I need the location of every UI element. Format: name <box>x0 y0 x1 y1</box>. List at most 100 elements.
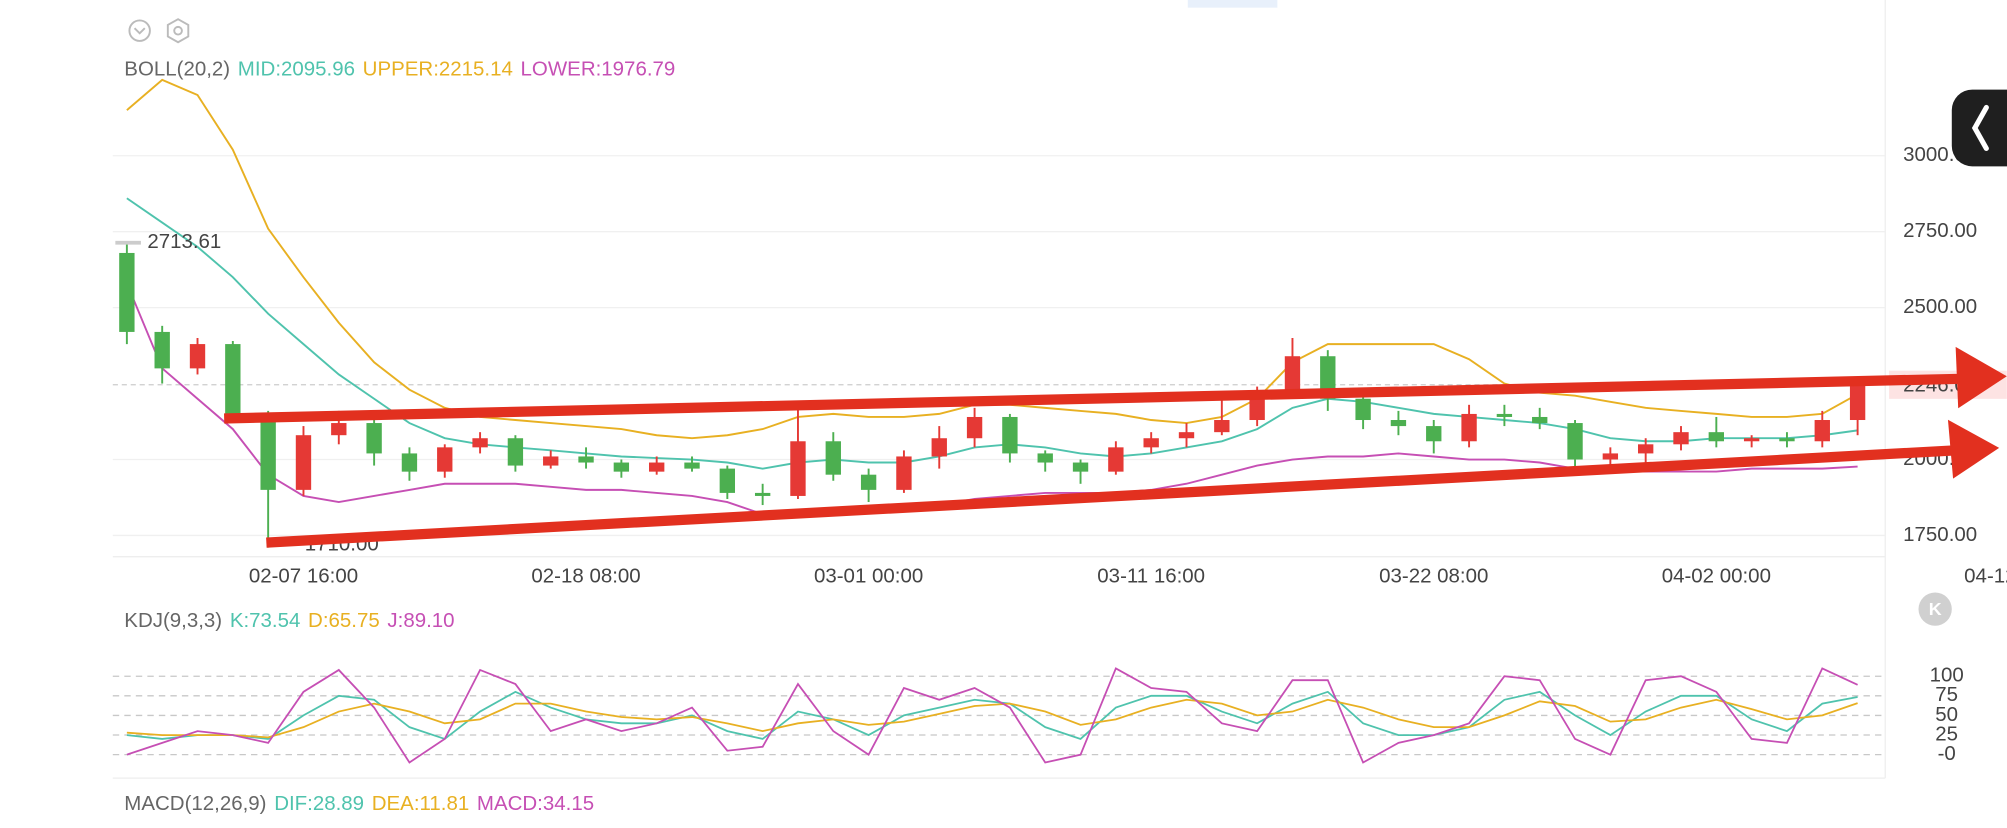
candle-body <box>1708 432 1725 442</box>
candle-body <box>966 416 983 439</box>
candle-body <box>1743 438 1760 442</box>
y-tick-label: 2500.00 <box>1903 295 1977 318</box>
candle-body <box>1143 438 1159 448</box>
annotation-arrow <box>266 445 1954 548</box>
candle-body <box>684 462 700 469</box>
candle-body <box>825 441 841 475</box>
candle-body <box>189 344 206 369</box>
candle-body <box>119 252 135 332</box>
candle-body <box>331 423 347 436</box>
candle-body <box>860 474 877 490</box>
candle-body <box>1779 438 1795 442</box>
candle-body <box>1072 462 1089 472</box>
indicator-legend: KDJ(9,3,3) K:73.54 D:65.75 J:89.10 <box>124 609 454 632</box>
legend-entry: K:73.54 <box>230 609 301 632</box>
candle-body <box>1426 426 1442 442</box>
candle-body <box>1178 432 1195 439</box>
candle-body <box>613 462 630 472</box>
candle-body <box>543 456 559 466</box>
k-button[interactable]: K <box>1918 592 1952 626</box>
candle-body <box>1814 420 1830 442</box>
candle-body <box>1602 453 1619 460</box>
y-tick-label: -0 <box>1938 742 1956 765</box>
y-tick-label: 75 <box>1935 683 1958 706</box>
k-button-bg[interactable] <box>1918 592 1952 626</box>
indicator-name: KDJ(9,3,3) <box>124 609 222 632</box>
legend-entry: MACD:34.15 <box>477 792 594 815</box>
candle-body <box>401 453 418 472</box>
candle-body <box>1108 447 1124 472</box>
indicator-line <box>126 690 1858 740</box>
candle-body <box>1002 416 1018 454</box>
settings-icon[interactable] <box>166 18 190 44</box>
candle-body <box>1638 444 1654 454</box>
collapse-chevron <box>133 27 146 35</box>
arrow-head <box>1955 346 2007 409</box>
side-tab-bg[interactable] <box>1951 89 2007 167</box>
candle-body <box>931 438 947 457</box>
toolbar-icons <box>128 18 190 44</box>
candle-body <box>1849 384 1866 421</box>
indicator-line <box>126 197 1858 470</box>
legend-entry: DIF:28.89 <box>274 792 364 815</box>
candle-body <box>1037 453 1053 463</box>
annotation-arrow <box>224 373 1961 424</box>
y-tick-label: 50 <box>1935 703 1958 726</box>
indicator-legend: BOLL(20,2) MID:2095.96 UPPER:2215.14 LOWER:… <box>124 58 675 81</box>
candle-body <box>507 438 524 466</box>
candle-body <box>1567 423 1583 460</box>
candle-body <box>649 462 665 472</box>
legend-entry: UPPER:2215.14 <box>363 58 513 81</box>
indicator-legend: MACD(12,26,9) DIF:28.89 DEA:11.81 MACD:34.1… <box>124 792 594 815</box>
x-tick-label: 03-11 16:00 <box>1097 565 1205 588</box>
side-tab-chevron <box>1971 104 1989 152</box>
top-highlight <box>1187 0 1278 8</box>
candle-body <box>1355 398 1371 421</box>
candle-body <box>225 344 241 414</box>
legend-entry: D:65.75 <box>308 609 380 632</box>
high-marker-label: 2713.61 <box>147 230 221 253</box>
side-tab[interactable] <box>1951 89 2007 167</box>
indicator-name: BOLL(20,2) <box>124 58 230 81</box>
indicator-line <box>126 667 1858 764</box>
candle-body <box>154 331 170 369</box>
candle-body <box>295 435 312 490</box>
collapse-icon[interactable] <box>128 19 151 42</box>
y-tick-label: 2750.00 <box>1903 219 1977 242</box>
candle-body <box>260 413 276 490</box>
candle-body <box>754 492 771 496</box>
legend-entry: MID:2095.96 <box>238 58 355 81</box>
x-tick-label: 02-18 08:00 <box>531 565 640 588</box>
candle-body <box>1673 432 1689 445</box>
candle-body <box>896 456 912 490</box>
legend-entry: J:89.10 <box>387 609 454 632</box>
candle-body <box>1496 413 1513 417</box>
candle-body <box>1284 356 1301 393</box>
y-tick-label: 1750.00 <box>1903 523 1977 546</box>
y-tick-label: 100 <box>1930 664 1964 687</box>
legend-entry: LOWER:1976.79 <box>521 58 676 81</box>
indicator-line <box>126 698 1858 739</box>
k-button-label[interactable]: K <box>1929 599 1942 619</box>
candle-body <box>578 456 594 463</box>
legend-entry: DEA:11.81 <box>372 792 469 815</box>
y-tick-label: 25 <box>1935 722 1958 745</box>
candle-body <box>719 468 736 493</box>
arrow-head <box>1947 419 2000 479</box>
x-tick-label: 04-12 1 <box>1964 565 2007 588</box>
candle-body <box>366 423 382 454</box>
settings-dot <box>173 25 183 36</box>
candle-body <box>1461 413 1477 442</box>
annotation-arrows <box>224 346 2007 548</box>
x-tick-label: 03-01 00:00 <box>814 565 923 588</box>
x-tick-label: 03-22 08:00 <box>1379 565 1488 588</box>
candle-body <box>790 441 806 496</box>
x-tick-label: 04-02 00:00 <box>1662 565 1771 588</box>
candle-body <box>472 438 488 448</box>
candle-body <box>437 447 453 472</box>
candle-body <box>1390 420 1407 427</box>
indicator-name: MACD(12,26,9) <box>124 792 266 815</box>
marks-layer <box>115 78 1866 764</box>
